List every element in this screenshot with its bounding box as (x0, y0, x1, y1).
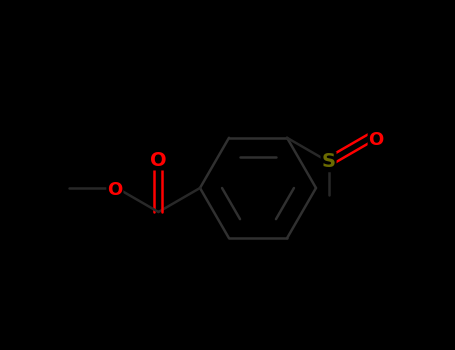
Text: O: O (150, 150, 167, 169)
Text: O: O (107, 181, 122, 199)
Text: S: S (322, 152, 336, 171)
Text: O: O (369, 131, 384, 149)
